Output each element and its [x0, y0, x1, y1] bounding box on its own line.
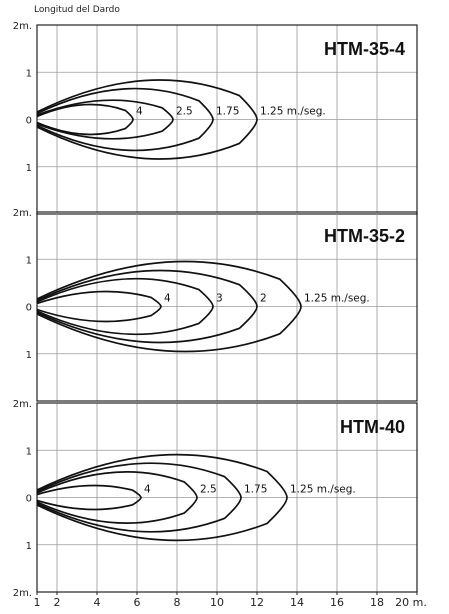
- y-tick-label: 1: [26, 446, 32, 457]
- y-tick-label: 1: [26, 163, 32, 174]
- x-tick-label: 16: [330, 596, 344, 609]
- y-tick-label: 0: [26, 116, 32, 127]
- contour-curve: [36, 87, 214, 152]
- panel-3: 2m. 1 0 1 2m. HTM-40 4 2.5 1.75 1.25 m./seg.: [13, 399, 418, 599]
- contour-curve: [36, 260, 302, 353]
- y-tick-label: 2m.: [13, 208, 32, 219]
- panel-title: HTM-35-4: [324, 39, 405, 59]
- panel-frame: [36, 211, 418, 402]
- y-tick-label: 1: [26, 350, 32, 361]
- contour-label: 4: [136, 106, 143, 118]
- y-tick-label: 1: [26, 68, 32, 79]
- x-tick-label: 18: [370, 596, 384, 609]
- contour-label: 1.25 m./seg.: [260, 106, 326, 118]
- panel-frame: [36, 402, 418, 593]
- chart-panels: 2m. 1 0 1 HTM-35-4 4 2.5 1.75 1.25 m./seg. 2m. 1 0 1…: [13, 21, 418, 599]
- top-label: Longitud del Dardo: [34, 5, 120, 15]
- x-tick-label: 10: [210, 596, 224, 609]
- contour-label: 2: [260, 293, 267, 305]
- x-tick-label: 14: [290, 596, 304, 609]
- contour-curve: [36, 277, 214, 336]
- panel-title: HTM-35-2: [324, 226, 405, 246]
- panel-frame: [36, 24, 418, 215]
- x-tick-label: 6: [134, 596, 141, 609]
- y-tick-label: 2m.: [13, 588, 32, 599]
- y-tick-label: 1: [26, 541, 32, 552]
- contour-curve: [36, 99, 174, 140]
- contour-label: 1.75: [244, 484, 267, 496]
- contour-label: 2.5: [176, 106, 193, 118]
- contour-curve: [36, 462, 242, 533]
- contour-label: 3: [216, 293, 223, 305]
- contour-curve: [36, 484, 142, 511]
- contour-curve: [36, 290, 162, 323]
- x-tick-label: 4: [94, 596, 101, 609]
- y-tick-label: 1: [26, 255, 32, 266]
- contour-curve: [36, 103, 134, 136]
- contour-curve: [36, 471, 198, 524]
- y-tick-label: 0: [26, 303, 32, 314]
- x-tick-label: 8: [174, 596, 181, 609]
- contour-label: 4: [164, 293, 171, 305]
- x-axis: 1 2 4 6 8 10 12 14 16 18 20 m.: [34, 592, 427, 609]
- panel-title: HTM-40: [340, 417, 405, 437]
- contour-label: 1.25 m./seg.: [304, 293, 370, 305]
- panel-2: 2m. 1 0 1 HTM-35-2 4 3 2 1.25 m./seg.: [13, 208, 418, 402]
- contour-label: 1.25 m./seg.: [290, 484, 356, 496]
- contour-label: 2.5: [200, 484, 217, 496]
- contour-label: 4: [144, 484, 151, 496]
- y-tick-label: 0: [26, 494, 32, 505]
- x-tick-label: 1: [34, 596, 41, 609]
- contour-label: 1.75: [216, 106, 239, 118]
- x-tick-label: 20 m.: [395, 596, 427, 609]
- y-tick-label: 2m.: [13, 21, 32, 32]
- panel-1: 2m. 1 0 1 HTM-35-4 4 2.5 1.75 1.25 m./seg.: [13, 21, 418, 215]
- contour-curve: [36, 269, 258, 344]
- x-tick-label: 12: [250, 596, 264, 609]
- contour-curve: [36, 453, 288, 542]
- y-tick-label: 2m.: [13, 399, 32, 410]
- x-tick-label: 2: [54, 596, 61, 609]
- contour-curve: [36, 79, 258, 160]
